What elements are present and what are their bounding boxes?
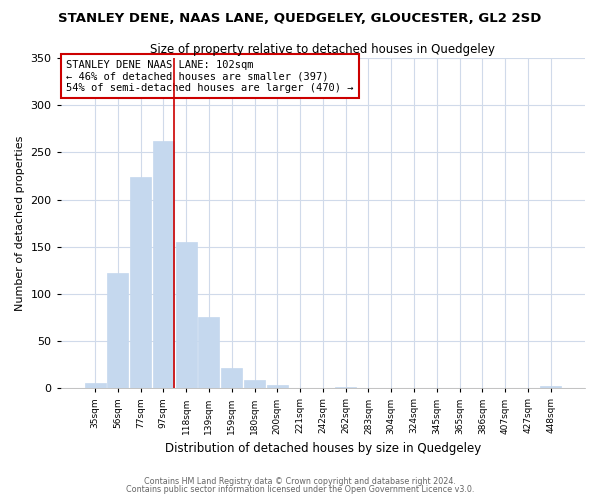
Bar [199, 316, 220, 388]
Text: Contains public sector information licensed under the Open Government Licence v3: Contains public sector information licen… [126, 485, 474, 494]
Bar [540, 386, 561, 388]
X-axis label: Distribution of detached houses by size in Quedgeley: Distribution of detached houses by size … [165, 442, 481, 455]
Bar [153, 141, 174, 388]
Bar [130, 177, 151, 388]
Y-axis label: Number of detached properties: Number of detached properties [15, 136, 25, 311]
Text: STANLEY DENE NAAS LANE: 102sqm
← 46% of detached houses are smaller (397)
54% of: STANLEY DENE NAAS LANE: 102sqm ← 46% of … [66, 60, 353, 93]
Bar [176, 242, 197, 388]
Bar [244, 380, 265, 388]
Bar [267, 386, 288, 388]
Bar [85, 382, 106, 388]
Text: STANLEY DENE, NAAS LANE, QUEDGELEY, GLOUCESTER, GL2 2SD: STANLEY DENE, NAAS LANE, QUEDGELEY, GLOU… [58, 12, 542, 26]
Bar [107, 273, 128, 388]
Text: Contains HM Land Registry data © Crown copyright and database right 2024.: Contains HM Land Registry data © Crown c… [144, 477, 456, 486]
Bar [221, 368, 242, 388]
Title: Size of property relative to detached houses in Quedgeley: Size of property relative to detached ho… [151, 42, 496, 56]
